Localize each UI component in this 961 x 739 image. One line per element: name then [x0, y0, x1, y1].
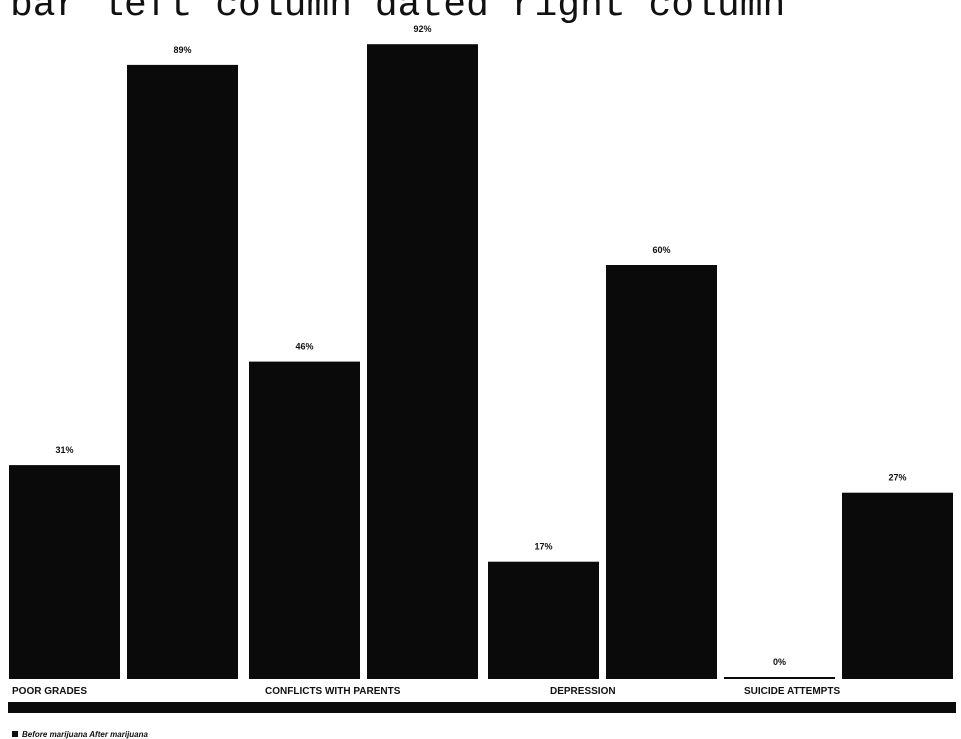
chart-header: bar left column dated right column — [10, 0, 785, 27]
bar-value-label-1-0: 46% — [295, 342, 313, 352]
category-label-2: DEPRESSION — [550, 686, 616, 697]
legend-text: Before marijuana After marijuana — [22, 730, 149, 739]
bar-0-1 — [127, 64, 238, 679]
bar-value-label-0-1: 89% — [173, 45, 191, 55]
bar-1-1 — [367, 44, 478, 679]
bar-2-0 — [488, 561, 599, 679]
legend: Before marijuana After marijuana — [12, 730, 149, 739]
category-label-0: POOR GRADES — [12, 686, 87, 697]
category-label-3: SUICIDE ATTEMPTS — [744, 686, 840, 697]
bar-value-label-3-1: 27% — [888, 473, 906, 483]
bar-1-0 — [249, 361, 360, 679]
value-labels-group: 31% 89% 46% 92% 17% 60% 0% 27% — [55, 24, 906, 667]
bar-3-0 — [724, 677, 835, 679]
bar-value-label-0-0: 31% — [55, 445, 73, 455]
category-labels-group: POOR GRADES CONFLICTS WITH PARENTS DEPRESS… — [12, 686, 840, 697]
bar-value-label-2-0: 17% — [534, 542, 552, 552]
legend-swatch-before — [12, 731, 18, 737]
baseline-rule — [8, 702, 956, 713]
bars-group — [9, 44, 953, 679]
bar-value-label-2-1: 60% — [652, 245, 670, 255]
category-label-1: CONFLICTS WITH PARENTS — [265, 686, 401, 697]
bar-value-label-3-0: 0% — [773, 657, 786, 667]
bar-3-1 — [842, 492, 953, 679]
bar-2-1 — [606, 265, 717, 679]
bar-value-label-1-1: 92% — [413, 24, 431, 34]
bar-0-0 — [9, 465, 120, 679]
